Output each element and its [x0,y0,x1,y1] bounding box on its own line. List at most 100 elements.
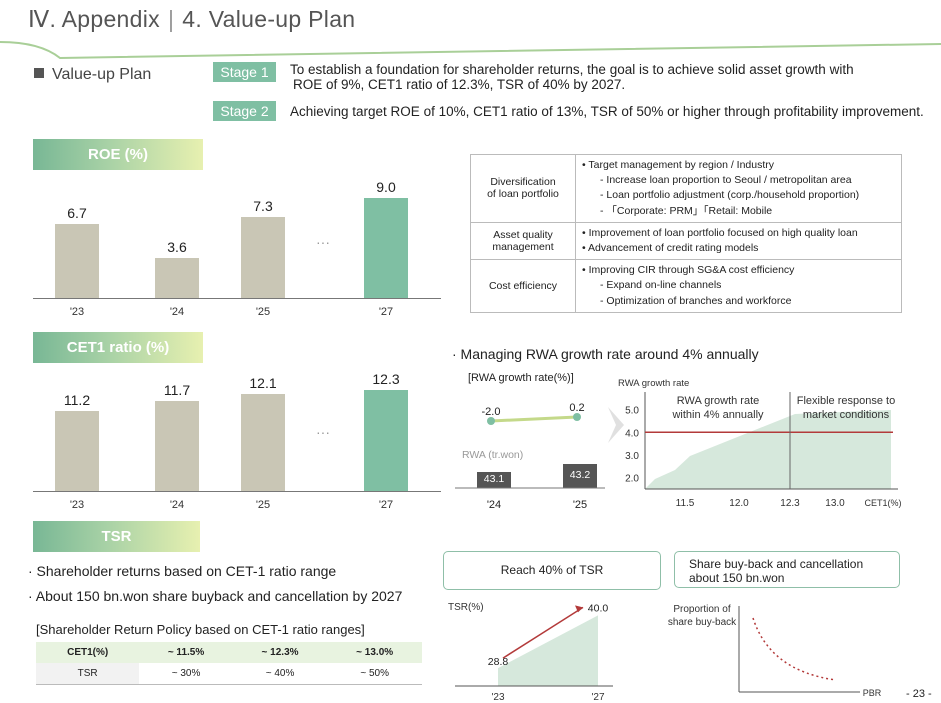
tsr-value-label: 28.8 [488,656,509,668]
zone2-label: Flexible response to market conditions [797,395,895,421]
tsr-note-1: · Shareholder returns based on CET-1 rat… [28,563,337,579]
rwa-growth-point [573,413,581,421]
strategy-details: • Target management by region / Industry… [575,154,902,223]
rwa-bar [477,472,511,488]
zone1-label: RWA growth rate within 4% annually [671,395,764,421]
x-axis-line [33,491,441,492]
bar-value-label: 6.7 [67,204,87,221]
y-tick-label: 5.0 [625,406,639,417]
bar-value-label: 11.7 [163,382,191,399]
policy-cell: TSR [36,663,140,685]
x-tick-label: '24 [169,499,185,511]
bar-value-label: 9.0 [376,179,396,195]
tsr-chart: TSR(%) 28.8 40.0 '23 '27 [448,602,613,703]
stage1-badge: Stage 1 [213,62,276,82]
x-tick-label: '27 [378,499,394,511]
strategy-category: Cost efficiency [470,259,576,313]
strategy-details: • Improvement of loan portfolio focused … [575,221,902,261]
policy-cell: ~ 50% [360,668,389,679]
y-axis-label: Proportion of share buy-back [668,604,737,628]
policy-row: TSR ~ 30% ~ 40% ~ 50% [36,663,422,685]
policy-header-row: CET1(%) ~ 11.5% ~ 12.3% ~ 13.0% [36,642,422,663]
tsr-section-header: TSR [33,521,200,552]
bar-value-label: 11.2 [63,391,91,408]
section-title: Ⅳ. Appendix [28,6,160,32]
strategy-row: Asset quality management • Improvement of… [470,221,902,261]
x-tick-label: 12.0 [729,498,749,509]
value-up-plan-label: Value-up Plan [34,66,151,84]
policy-header-cell: CET1(%) [67,647,109,658]
rwa-area-fill [645,410,891,489]
x-axis-line [33,298,441,299]
roe-ellipsis: ··· [316,234,330,250]
bar-2 [241,393,285,491]
bar-value-label: 7.3 [253,197,273,214]
x-tick-label: 11.5 [676,498,695,509]
page-title: Ⅳ. Appendix | 4. Value-up Plan [28,6,356,32]
tsr-note-2: · About 150 bn.won share buyback and can… [28,588,403,604]
x-tick-label: '25 [255,306,271,318]
buyback-chart: Proportion of share buy-back PBR [668,604,882,698]
cet1-ellipsis: ··· [316,424,330,440]
y-axis-label: TSR(%) [448,602,484,613]
rwa-bar-value: 43.2 [570,469,591,481]
bar-value-label: 12.3 [372,371,400,387]
x-axis-label: PBR [863,688,882,698]
strategy-table: Diversification of loan portfolio • Targe… [470,154,902,313]
rwa-bar [563,464,597,488]
square-bullet-icon [34,68,44,78]
bar-1 [155,258,199,298]
bar-value-label: 12.1 [249,374,277,391]
policy-header-cell: ~ 13.0% [356,647,394,658]
rwa-cet1-area-chart: RWA growth rate 5.0 4.0 3.0 2.0 11.5 12.0 12.3 1… [618,378,902,509]
bar-0 [55,223,99,298]
rwa-heading: · Managing RWA growth rate around 4% ann… [452,346,759,362]
strategy-row: Diversification of loan portfolio • Targe… [470,154,902,223]
bar-3 [364,390,408,491]
page-subtitle: 4. Value-up Plan [182,6,356,32]
strategy-details: • Improving CIR through SG&A cost effici… [575,259,902,313]
policy-cell: ~ 30% [171,668,201,679]
stage1-text: To establish a foundation for shareholde… [290,62,854,92]
strategy-row: Cost efficiency • Improving CIR through … [470,259,902,313]
x-tick-label: 12.3 [780,498,800,509]
strategy-category: Diversification of loan portfolio [470,154,576,223]
policy-cell: ~ 40% [265,668,295,679]
y-tick-label: 3.0 [625,451,639,462]
x-tick-label: '24 [487,499,501,511]
policy-header-cell: ~ 11.5% [167,647,205,658]
x-tick-label: '25 [573,499,587,511]
bar-value-label: 3.6 [167,239,187,255]
x-axis-label: CET1(%) [864,498,901,508]
rwa-growth-chart: -2.0 0.2 RWA (tr.won) 43.1 '24 43.2 '25 [455,402,605,511]
rwa-bar-value: 43.1 [484,473,505,485]
roe-chart: 6.7 '23 3.6 '24 7.3 '25 9.0 '27 [33,170,441,325]
policy-title: [Shareholder Return Policy based on CET-… [36,622,365,637]
rwa-growth-label: 0.2 [569,402,584,414]
y-tick-label: 4.0 [625,428,639,439]
policy-table: CET1(%) ~ 11.5% ~ 12.3% ~ 13.0% TSR ~ 30… [36,642,422,685]
tsr-target-box: Reach 40% of TSR [443,551,661,590]
bar-2 [241,216,285,298]
y-tick-label: 2.0 [625,474,639,485]
x-tick-label: '23 [69,306,85,318]
stage2-badge: Stage 2 [213,101,276,121]
x-tick-label: '27 [591,692,604,703]
page-number: - 23 - [906,688,932,700]
bar-1 [155,401,199,491]
x-tick-label: '23 [491,692,504,703]
arrow-head-icon [575,605,583,613]
roe-section-header: ROE (%) [33,139,203,170]
rwa-bar-label: RWA (tr.won) [462,449,523,461]
tsr-area [498,615,598,686]
cet1-section-header: CET1 ratio (%) [33,332,203,363]
policy-header-cell: ~ 12.3% [261,647,299,658]
x-tick-label: '24 [169,306,185,318]
rwa-growth-label: -2.0 [482,406,501,418]
y-axis-label: RWA growth rate [618,378,689,389]
buyback-trend-line [752,617,837,681]
x-tick-label: '27 [378,306,394,318]
rwa-growth-line [490,415,578,423]
x-tick-label: 13.0 [825,498,845,509]
buyback-box: Share buy-back and cancellation about 150… [674,551,900,588]
